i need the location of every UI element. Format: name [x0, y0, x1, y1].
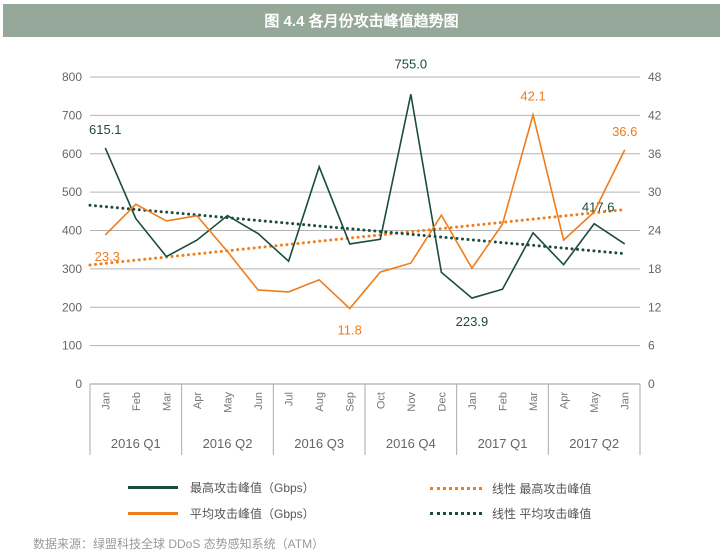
- series-line-max: [104, 94, 626, 299]
- x-tick-label: Aug: [314, 392, 326, 412]
- y-right-tick-label: 12: [648, 300, 662, 314]
- y-left-tick-label: 300: [62, 262, 82, 276]
- x-tick-label: Apr: [559, 392, 571, 409]
- x-tick-label: Dec: [436, 392, 448, 412]
- x-tick-label: Sep: [345, 392, 357, 412]
- x-tick-label: Oct: [375, 392, 387, 409]
- x-tick-label: Jan: [620, 392, 632, 410]
- data-label: 36.6: [612, 124, 637, 139]
- y-right-tick-label: 24: [648, 224, 662, 238]
- data-label: 23.3: [95, 249, 120, 264]
- y-left-tick-label: 0: [75, 377, 82, 391]
- y-left-tick-label: 500: [62, 185, 82, 199]
- x-tick-label: Nov: [406, 392, 418, 412]
- y-right-tick-label: 0: [648, 377, 655, 391]
- data-label: 755.0: [395, 56, 428, 71]
- y-left-tick-label: 100: [62, 339, 82, 353]
- x-tick-label: Jan: [100, 392, 112, 410]
- line-chart: 0 100 200 300 400 500 600 700 800 0 6 12 18 24 30 36 42 4…: [62, 56, 662, 455]
- x-tick-label: Mar: [161, 392, 173, 411]
- data-label: 417.6: [582, 200, 615, 215]
- legend-label-max: 最高攻击峰值（Gbps）: [190, 481, 315, 495]
- trendline: [88, 203, 627, 256]
- y-right-tick-label: 48: [648, 70, 662, 84]
- x-tick-label: Feb: [131, 392, 143, 411]
- source-note: 数据来源：绿盟科技全球 DDoS 态势感知系统（ATM）: [33, 537, 325, 551]
- group-label: 2017 Q1: [478, 436, 528, 451]
- y-right-tick-label: 42: [648, 108, 662, 122]
- legend-item-max: 最高攻击峰值（Gbps）: [128, 479, 315, 496]
- group-label: 2017 Q2: [569, 436, 619, 451]
- x-tick-label: Apr: [192, 392, 204, 409]
- legend-swatch-avg: [128, 512, 178, 515]
- x-tick-label: Mar: [528, 392, 540, 411]
- legend-item-avg: 平均攻击峰值（Gbps）: [128, 505, 315, 522]
- x-tick-label: Feb: [498, 392, 510, 411]
- x-tick-label: Jun: [253, 392, 265, 410]
- legend-label-avg: 平均攻击峰值（Gbps）: [190, 507, 315, 521]
- group-label: 2016 Q2: [203, 436, 253, 451]
- series-line-avg: [104, 111, 626, 310]
- legend-label-trend-2: 线性 平均攻击峰值: [492, 507, 592, 521]
- y-left-tick-label: 200: [62, 300, 82, 314]
- legend-swatch-max: [128, 486, 178, 489]
- data-label: 615.1: [89, 122, 122, 137]
- y-right-tick-label: 36: [648, 147, 662, 161]
- legend-item-trend-2: 线性 平均攻击峰值: [430, 505, 591, 522]
- x-tick-label: May: [589, 392, 601, 413]
- data-label: 11.8: [338, 323, 362, 338]
- data-label: 223.9: [456, 314, 489, 329]
- legend-item-trend-1: 线性 最高攻击峰值: [430, 480, 591, 497]
- y-right-tick-label: 30: [648, 185, 662, 199]
- figure-title: 图 4.4 各月份攻击峰值趋势图: [3, 4, 720, 37]
- y-right-tick-label: 6: [648, 339, 655, 353]
- legend-swatch-trend-1: [430, 487, 482, 490]
- y-left-tick-label: 700: [62, 108, 82, 122]
- group-label: 2016 Q1: [111, 436, 161, 451]
- x-tick-label: May: [223, 392, 235, 413]
- group-label: 2016 Q4: [386, 436, 436, 451]
- data-label: 42.1: [520, 89, 545, 104]
- x-tick-label: Jul: [284, 392, 296, 406]
- y-left-tick-label: 600: [62, 147, 82, 161]
- group-label: 2016 Q3: [294, 436, 344, 451]
- y-left-tick-label: 400: [62, 224, 82, 238]
- legend-label-trend-1: 线性 最高攻击峰值: [492, 482, 592, 496]
- trendline: [88, 208, 627, 267]
- x-tick-label: Jan: [467, 392, 479, 410]
- y-right-tick-label: 18: [648, 262, 662, 276]
- y-left-tick-label: 800: [62, 70, 82, 84]
- legend-swatch-trend-2: [430, 512, 482, 515]
